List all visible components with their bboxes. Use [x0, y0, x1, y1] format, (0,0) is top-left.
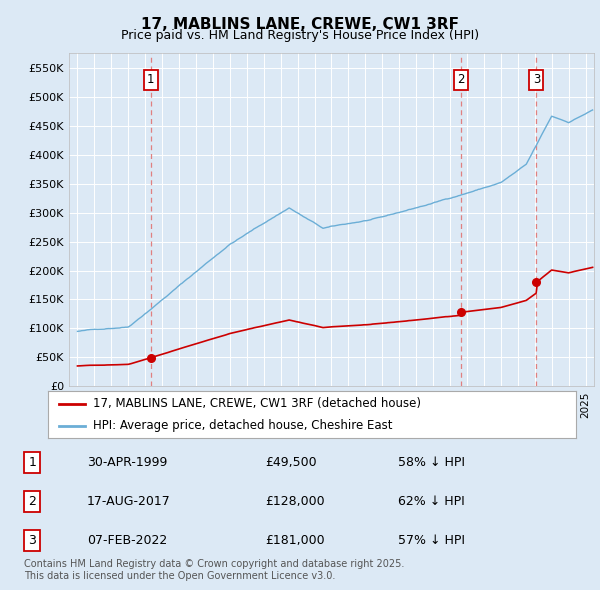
Text: 58% ↓ HPI: 58% ↓ HPI: [398, 457, 465, 470]
Text: 3: 3: [533, 73, 540, 86]
Text: 17, MABLINS LANE, CREWE, CW1 3RF (detached house): 17, MABLINS LANE, CREWE, CW1 3RF (detach…: [93, 397, 421, 410]
Text: 17, MABLINS LANE, CREWE, CW1 3RF: 17, MABLINS LANE, CREWE, CW1 3RF: [141, 17, 459, 31]
Text: 30-APR-1999: 30-APR-1999: [87, 457, 167, 470]
Text: 07-FEB-2022: 07-FEB-2022: [87, 534, 167, 547]
Text: £128,000: £128,000: [265, 495, 325, 508]
Text: Price paid vs. HM Land Registry's House Price Index (HPI): Price paid vs. HM Land Registry's House …: [121, 29, 479, 42]
Text: £181,000: £181,000: [265, 534, 325, 547]
Text: 2: 2: [457, 73, 464, 86]
Text: 57% ↓ HPI: 57% ↓ HPI: [398, 534, 465, 547]
Text: 17-AUG-2017: 17-AUG-2017: [87, 495, 170, 508]
Text: £49,500: £49,500: [265, 457, 317, 470]
Text: HPI: Average price, detached house, Cheshire East: HPI: Average price, detached house, Ches…: [93, 419, 392, 432]
Text: 1: 1: [28, 457, 36, 470]
Text: 1: 1: [147, 73, 155, 86]
Text: Contains HM Land Registry data © Crown copyright and database right 2025.
This d: Contains HM Land Registry data © Crown c…: [24, 559, 404, 581]
Text: 3: 3: [28, 534, 36, 547]
Text: 62% ↓ HPI: 62% ↓ HPI: [398, 495, 464, 508]
Text: 2: 2: [28, 495, 36, 508]
